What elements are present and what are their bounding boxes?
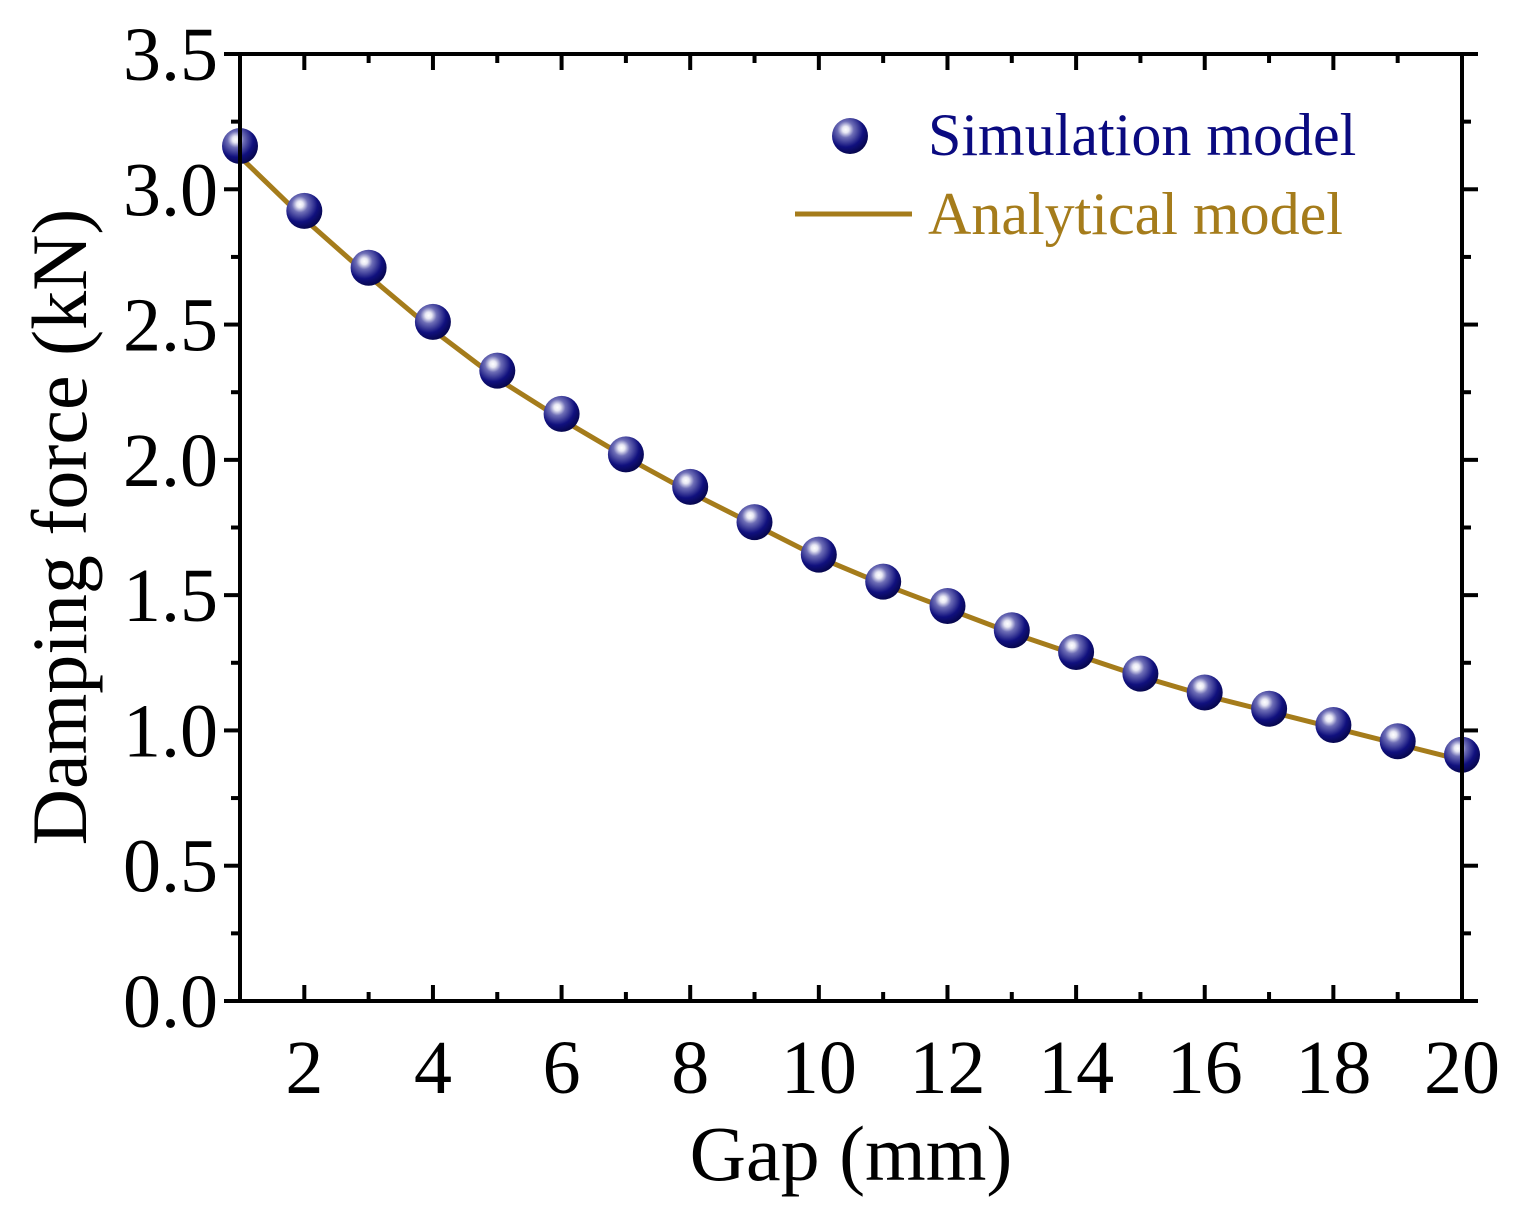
x-tick-label: 10 — [781, 1026, 857, 1110]
legend: Simulation model Analytical model — [795, 102, 1356, 247]
x-tick-label: 8 — [671, 1026, 709, 1110]
y-tick-label: 0.5 — [123, 825, 218, 909]
simulation-point — [865, 563, 902, 600]
y-tick-label: 1.5 — [123, 554, 218, 638]
x-tick-label: 6 — [543, 1026, 581, 1110]
simulation-point — [1315, 707, 1352, 743]
simulation-point — [672, 468, 709, 505]
simulation-point — [1058, 634, 1095, 670]
x-tick-label: 2 — [285, 1026, 323, 1110]
simulation-point — [993, 612, 1030, 649]
y-tick-label: 2.5 — [123, 284, 218, 368]
x-tick-label: 12 — [909, 1026, 985, 1110]
y-tick-label: 3.0 — [123, 148, 218, 232]
x-tick-label: 14 — [1038, 1026, 1114, 1110]
legend-label-analytical: Analytical model — [928, 181, 1343, 247]
legend-marker-simulation — [832, 118, 868, 154]
simulation-point — [800, 536, 837, 573]
simulation-point — [1122, 655, 1159, 692]
y-tick-label: 0.0 — [123, 960, 218, 1044]
x-tick-label: 4 — [414, 1026, 452, 1110]
simulation-point — [286, 192, 323, 229]
simulation-point — [1251, 690, 1288, 727]
simulation-point — [414, 303, 451, 340]
axes: 2 4 6 8 10 12 14 16 18 20 0.0 0.5 1.0 1.5 2.0 2.5 3.0 3.5 — [123, 13, 1500, 1110]
simulation-point — [607, 436, 644, 473]
simulation-point — [929, 588, 966, 624]
simulation-point — [350, 249, 387, 286]
x-tick-label: 16 — [1167, 1026, 1243, 1110]
y-tick-label: 1.0 — [123, 689, 218, 773]
x-axis-title: Gap (mm) — [690, 1110, 1013, 1197]
y-tick-label: 3.5 — [123, 13, 218, 97]
y-tick-label: 2.0 — [123, 419, 218, 503]
legend-label-simulation: Simulation model — [928, 102, 1356, 168]
simulation-point — [479, 352, 516, 389]
analytical-model-line — [238, 155, 1463, 763]
x-tick-label: 18 — [1295, 1026, 1371, 1110]
simulation-point — [543, 395, 580, 432]
y-axis-title: Damping force (kN) — [16, 209, 103, 846]
simulation-point — [736, 504, 773, 541]
x-tick-label: 20 — [1424, 1026, 1500, 1110]
simulation-point — [1379, 723, 1416, 760]
simulation-point — [1186, 674, 1223, 711]
plot-area — [222, 128, 1480, 773]
